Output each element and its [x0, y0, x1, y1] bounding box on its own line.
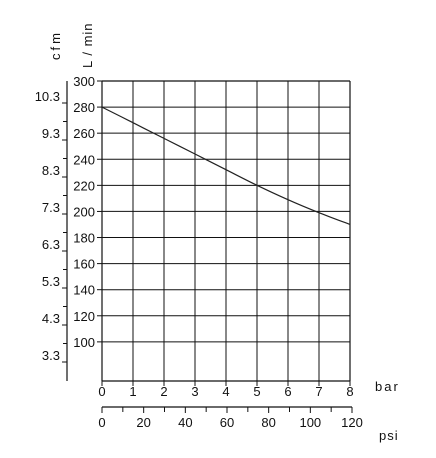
- x-tick-label: 1: [129, 384, 136, 399]
- y-axis-title: L / min: [80, 22, 95, 68]
- grid: [97, 80, 351, 386]
- y-tick-label: 300: [73, 74, 95, 89]
- cfm-axis: 3.3 4.3 5.3 6.3 7.3 8.3 9.3 10.3: [35, 81, 68, 381]
- cfm-tick-label: 3.3: [42, 348, 60, 363]
- x-tick-label: 7: [315, 384, 322, 399]
- cfm-tick-label: 8.3: [42, 163, 60, 178]
- x-axis-title: bar: [375, 379, 400, 394]
- y-tick-label: 120: [73, 309, 95, 324]
- x-tick-label: 0: [98, 384, 105, 399]
- psi-tick-label: 60: [220, 415, 234, 430]
- y-tick-labels: 100 120 140 160 180 200 220 240 260 280 300: [73, 74, 95, 350]
- y-tick-label: 220: [73, 178, 95, 193]
- psi-axis-title: psi: [379, 428, 399, 443]
- y-tick-label: 180: [73, 231, 95, 246]
- x-tick-label: 2: [160, 384, 167, 399]
- psi-tick-label: 0: [98, 415, 105, 430]
- series: [101, 106, 351, 226]
- x-tick-label: 4: [222, 384, 229, 399]
- psi-tick-label: 100: [299, 415, 321, 430]
- psi-tick-label: 80: [261, 415, 275, 430]
- cfm-tick-label: 5.3: [42, 274, 60, 289]
- x-tick-label: 3: [191, 384, 198, 399]
- psi-tick-label: 120: [341, 415, 363, 430]
- y-tick-label: 100: [73, 335, 95, 350]
- cfm-tick-label: 9.3: [42, 126, 60, 141]
- psi-axis: 0 20 40 60 80 100 120: [98, 406, 363, 430]
- cfm-tick-label: 6.3: [42, 237, 60, 252]
- y-tick-label: 200: [73, 204, 95, 219]
- psi-tick-label: 20: [136, 415, 150, 430]
- x-tick-label: 8: [346, 384, 353, 399]
- cfm-tick-label: 10.3: [35, 89, 60, 104]
- series-line: [101, 106, 351, 226]
- y-tick-label: 140: [73, 283, 95, 298]
- psi-tick-label: 40: [178, 415, 192, 430]
- y-tick-label: 280: [73, 100, 95, 115]
- cfm-axis-title: cfm: [48, 30, 63, 60]
- x-tick-label: 6: [284, 384, 291, 399]
- cfm-tick-label: 7.3: [42, 200, 60, 215]
- x-tick-labels: 0 1 2 3 4 5 6 7 8: [98, 384, 353, 399]
- y-tick-label: 160: [73, 257, 95, 272]
- y-tick-label: 260: [73, 126, 95, 141]
- y-tick-label: 240: [73, 152, 95, 167]
- x-tick-label: 5: [253, 384, 260, 399]
- cfm-tick-label: 4.3: [42, 311, 60, 326]
